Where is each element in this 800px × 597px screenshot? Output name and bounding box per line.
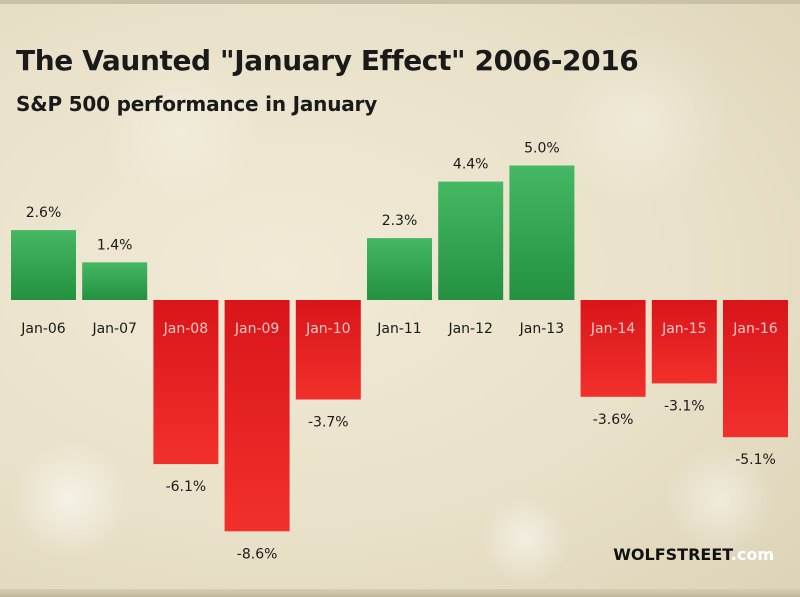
category-label: Jan-08 <box>163 321 208 337</box>
top-edge <box>0 0 800 4</box>
data-label: 5.0% <box>524 141 560 157</box>
wolfstreet-logo: WOLFSTREET.com <box>613 545 774 564</box>
bar-jan-14 <box>580 300 646 397</box>
bar-jan-15 <box>651 300 717 384</box>
bar-jan-07 <box>82 262 148 300</box>
chart-title: The Vaunted "January Effect" 2006-2016 <box>16 44 639 77</box>
category-label: Jan-13 <box>519 321 564 337</box>
category-label: Jan-16 <box>732 321 778 337</box>
chart-subtitle: S&P 500 performance in January <box>16 92 378 116</box>
data-label: 4.4% <box>453 157 489 173</box>
data-label: -3.6% <box>593 412 634 428</box>
data-label: -6.1% <box>166 479 207 495</box>
bar-jan-08 <box>153 300 219 465</box>
brand-suffix: .com <box>730 545 774 564</box>
data-label: -8.6% <box>237 546 278 562</box>
bar-jan-06 <box>11 230 76 300</box>
category-label: Jan-14 <box>590 321 636 337</box>
bar-jan-16 <box>723 300 788 438</box>
category-label: Jan-11 <box>376 321 421 337</box>
bar-jan-12 <box>438 181 504 300</box>
data-label: 2.3% <box>382 213 418 229</box>
bar-jan-11 <box>367 238 432 300</box>
category-label: Jan-09 <box>234 321 279 337</box>
bar-jan-10 <box>295 300 361 400</box>
data-labels-group: 2.6% 1.4% -6.1% -8.6% -3.7% 2.3% 4.4% 5.0% -3.6%… <box>26 141 776 563</box>
bottom-edge <box>0 589 800 597</box>
bars-group <box>11 165 788 532</box>
data-label: 2.6% <box>26 205 62 221</box>
bar-jan-13 <box>509 165 575 300</box>
data-label: -3.7% <box>308 415 349 431</box>
category-labels-group: Jan-06 Jan-07 Jan-08 Jan-09 Jan-10 Jan-11 Jan-… <box>20 321 778 337</box>
category-label: Jan-06 <box>20 321 66 337</box>
category-label: Jan-15 <box>661 321 706 337</box>
category-label: Jan-10 <box>305 321 350 337</box>
brand-name: WOLFSTREET <box>613 545 731 564</box>
category-label: Jan-07 <box>91 321 136 337</box>
data-label: -3.1% <box>664 398 705 414</box>
category-label: Jan-12 <box>447 321 492 337</box>
data-label: -5.1% <box>735 452 776 468</box>
bar-jan-09 <box>224 300 290 532</box>
data-label: 1.4% <box>97 237 133 253</box>
